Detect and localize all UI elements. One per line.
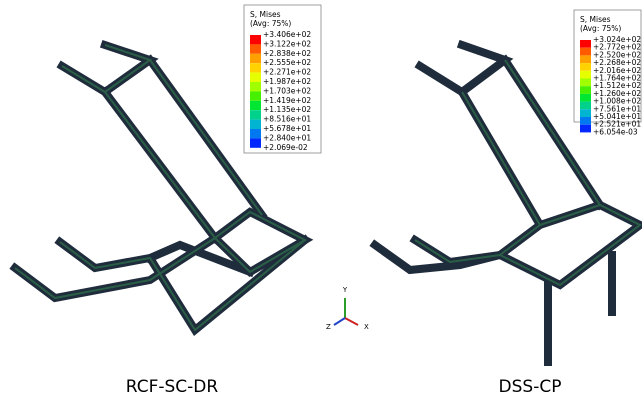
color-band [250,44,261,53]
color-band [580,48,591,56]
color-band [250,82,261,91]
color-band [580,55,591,63]
color-band [250,54,261,63]
color-band [580,79,591,87]
axis-triad: Y X Z [326,286,369,331]
color-band [250,129,261,138]
caption: RCF-SC-DR [126,377,219,397]
color-band [580,102,591,110]
legend-value: +1.419e+02 [263,96,311,105]
legend-title: S, Mises [580,15,611,24]
legend-title: S, Mises [250,10,281,19]
color-band [250,138,261,147]
legend-value: +1.135e+02 [263,105,311,114]
color-band [580,40,591,48]
color-band [580,63,591,71]
color-band [250,63,261,72]
color-band [580,125,591,133]
legend: S, Mises(Avg: 75%)+3.406e+02+3.122e+02+2… [244,5,321,153]
triad-z: Z [326,323,331,331]
color-band [250,110,261,119]
color-band [580,71,591,79]
color-band [580,86,591,94]
legend-value: +2.271e+02 [263,68,311,77]
color-band [580,117,591,125]
triad-y: Y [342,286,348,294]
color-band [250,73,261,82]
color-band [580,109,591,117]
color-band [250,101,261,110]
caption: DSS-CP [499,377,562,397]
legend-value: +1.703e+02 [263,86,311,95]
triad-x: X [364,323,369,331]
color-band [250,120,261,129]
legend-subtitle: (Avg: 75%) [250,19,291,28]
legend-subtitle: (Avg: 75%) [580,24,621,33]
legend-value: +8.516e+01 [263,115,311,124]
legend-value: +1.987e+02 [263,77,311,86]
color-band [250,35,261,44]
legend-value: +2.069e-02 [263,143,308,152]
legend-value: +2.840e+01 [263,133,311,142]
color-band [580,94,591,102]
legend-value: +5.678e+01 [263,124,311,133]
legend-value: +6.054e-03 [593,127,638,136]
figure: Y X Z RCF-SC-DR DSS-CP S, Mises(Avg: 75%… [0,0,642,405]
legend-value: +2.838e+02 [263,49,311,58]
legend-value: +3.122e+02 [263,39,311,48]
color-band [250,91,261,100]
legend: S, Mises(Avg: 75%)+3.024e+02+2.772e+02+2… [574,10,641,136]
legend-value: +2.555e+02 [263,58,311,67]
legend-value: +3.406e+02 [263,30,311,39]
